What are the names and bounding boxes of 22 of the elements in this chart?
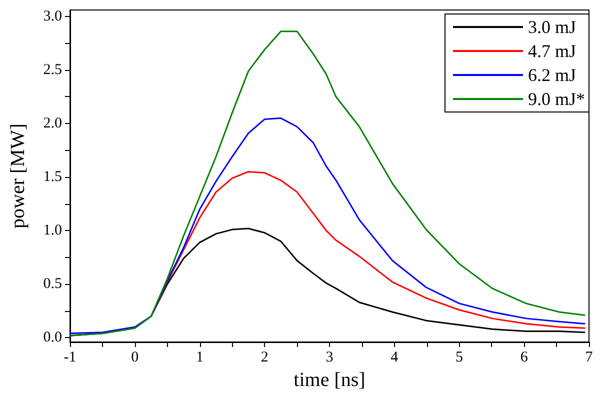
x-tick-label: 2 xyxy=(260,350,268,366)
legend-label: 9.0 mJ* xyxy=(528,89,586,109)
x-tick-label: 4 xyxy=(390,350,399,366)
y-tick-label: 2.0 xyxy=(43,116,62,132)
x-tick-label: 0 xyxy=(131,350,139,366)
x-tick-label: -1 xyxy=(64,350,76,366)
legend-label: 3.0 mJ xyxy=(528,17,576,37)
x-axis-title: time [ns] xyxy=(294,369,366,391)
x-tick-label: 3 xyxy=(326,350,334,366)
legend-label: 4.7 mJ xyxy=(528,41,576,61)
y-tick-label: 2.5 xyxy=(43,62,62,78)
y-tick-label: 1.5 xyxy=(43,169,62,186)
y-tick-label: 3.0 xyxy=(43,8,62,24)
x-tick-label: 1 xyxy=(196,350,204,366)
y-tick-label: 0.5 xyxy=(43,276,62,292)
x-tick-label: 7 xyxy=(585,350,594,366)
x-tick-label: 6 xyxy=(520,350,528,366)
y-tick-label: 1.0 xyxy=(43,222,62,239)
x-tick-label: 5 xyxy=(456,350,463,366)
y-tick-label: 0.0 xyxy=(43,330,62,346)
y-axis-title: power [MW] xyxy=(7,124,29,228)
legend-label: 6.2 mJ xyxy=(528,65,576,85)
